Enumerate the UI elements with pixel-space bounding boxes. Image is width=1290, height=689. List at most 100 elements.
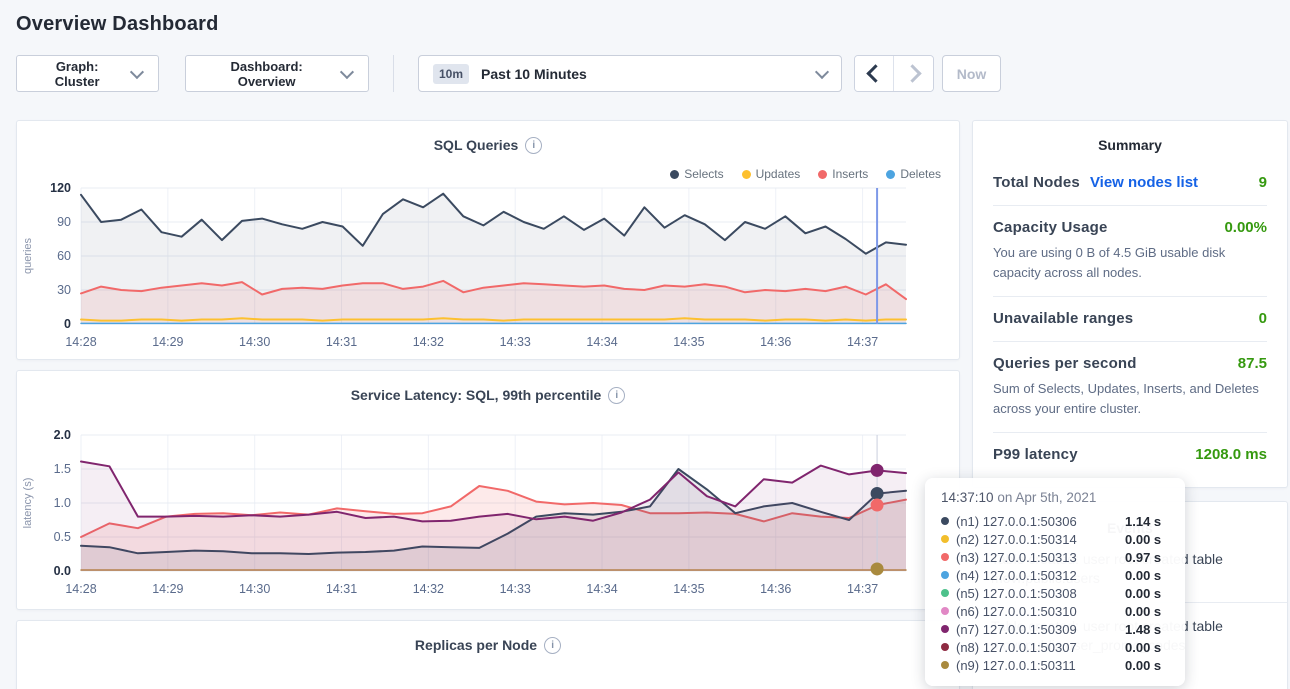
legend-dot-icon xyxy=(670,169,680,179)
tooltip-node-value: 0.00 s xyxy=(1125,567,1162,583)
time-range-dropdown[interactable]: 10m Past 10 Minutes xyxy=(418,55,842,92)
chart-title: SQL Queries xyxy=(433,137,519,153)
node-color-dot-icon xyxy=(941,553,949,561)
chevron-right-icon xyxy=(902,64,922,83)
chart-header: Replicas per Node i xyxy=(17,621,959,655)
tooltip-node-row: (n6) 127.0.0.1:50310 0.00 s xyxy=(941,602,1171,620)
svg-text:14:31: 14:31 xyxy=(326,582,357,596)
tooltip-node-row: (n4) 127.0.0.1:50312 0.00 s xyxy=(941,566,1171,584)
summary-row: Total Nodes View nodes list 9 xyxy=(993,161,1267,206)
svg-text:0: 0 xyxy=(64,317,71,331)
dashboard-body: SQL Queries i Selects Updates Inserts Delet… xyxy=(16,120,1288,689)
tooltip-node-label: (n9) 127.0.0.1:50311 xyxy=(956,657,1076,673)
summary-label: Capacity Usage xyxy=(993,219,1108,236)
tooltip-node-label: (n3) 127.0.0.1:50313 xyxy=(956,549,1077,565)
svg-text:14:35: 14:35 xyxy=(673,335,704,349)
chart-header: SQL Queries i xyxy=(17,121,959,155)
chart-title: Replicas per Node xyxy=(414,637,538,653)
tooltip-rows: (n1) 127.0.0.1:50306 1.14 s (n2) 127.0.0.1… xyxy=(941,512,1171,674)
node-color-dot-icon xyxy=(941,517,949,525)
info-icon[interactable]: i xyxy=(608,386,626,404)
legend-item-inserts[interactable]: Inserts xyxy=(818,167,868,181)
summary-value: 9 xyxy=(1258,174,1267,191)
legend-dot-icon xyxy=(741,169,751,179)
summary-description: You are using 0 B of 4.5 GiB usable disk… xyxy=(993,245,1226,280)
info-icon[interactable]: i xyxy=(525,136,543,154)
summary-label: P99 latency xyxy=(993,446,1078,463)
svg-text:14:37: 14:37 xyxy=(847,582,878,596)
tooltip-date: on Apr 5th, 2021 xyxy=(997,490,1097,505)
svg-text:0.5: 0.5 xyxy=(54,530,71,544)
tooltip-node-label: (n8) 127.0.0.1:50307 xyxy=(956,639,1077,655)
tooltip-node-label: (n1) 127.0.0.1:50306 xyxy=(956,513,1077,529)
chart-hover-tooltip: 14:37:10 on Apr 5th, 2021 (n1) 127.0.0.1… xyxy=(925,478,1185,686)
node-color-dot-icon xyxy=(941,625,949,633)
svg-text:14:33: 14:33 xyxy=(500,335,531,349)
tooltip-node-value: 0.00 s xyxy=(1125,657,1162,673)
tooltip-node-value: 0.00 s xyxy=(1125,585,1162,601)
summary-row: P99 latency 1208.0 ms xyxy=(993,433,1267,477)
summary-value: 87.5 xyxy=(1237,355,1267,372)
time-next-button[interactable] xyxy=(894,56,933,91)
svg-text:0.0: 0.0 xyxy=(54,564,71,578)
toolbar: Graph: Cluster Dashboard: Overview 10m P… xyxy=(16,55,1274,92)
legend-item-deletes[interactable]: Deletes xyxy=(886,167,941,181)
time-range-badge: 10m xyxy=(433,63,470,84)
chevron-down-icon xyxy=(130,64,145,79)
tooltip-node-label: (n5) 127.0.0.1:50308 xyxy=(956,585,1077,601)
legend-label: Selects xyxy=(684,167,724,181)
chart-legend: Selects Updates Inserts Deletes xyxy=(670,167,941,181)
view-nodes-list-link[interactable]: View nodes list xyxy=(1089,174,1199,191)
svg-text:14:36: 14:36 xyxy=(760,582,791,596)
svg-text:1.5: 1.5 xyxy=(54,462,71,476)
tooltip-node-value: 0.97 s xyxy=(1125,549,1162,565)
tooltip-time: 14:37:10 xyxy=(941,490,994,505)
svg-text:14:36: 14:36 xyxy=(760,335,791,349)
graph-dropdown[interactable]: Graph: Cluster xyxy=(16,55,159,92)
svg-text:14:30: 14:30 xyxy=(239,335,270,349)
tooltip-node-label: (n6) 127.0.0.1:50310 xyxy=(956,603,1077,619)
tooltip-node-row: (n7) 127.0.0.1:50309 1.48 s xyxy=(941,620,1171,638)
info-icon[interactable]: i xyxy=(544,636,562,654)
legend-label: Inserts xyxy=(832,167,869,181)
node-color-dot-icon xyxy=(941,589,949,597)
time-prev-button[interactable] xyxy=(855,56,894,91)
tooltip-node-row: (n2) 127.0.0.1:50314 0.00 s xyxy=(941,530,1171,548)
toolbar-divider xyxy=(393,55,394,92)
summary-description: Sum of Selects, Updates, Inserts, and De… xyxy=(993,381,1259,416)
legend-item-updates[interactable]: Updates xyxy=(741,167,801,181)
service-latency-chart[interactable]: 14:28 14:29 14:30 14:31 14:32 14:33 14:34 14:35… xyxy=(17,425,960,605)
node-color-dot-icon xyxy=(941,643,949,651)
legend-dot-icon xyxy=(886,169,896,179)
sql-queries-chart[interactable]: 14:28 14:29 14:30 14:31 14:32 14:33 14:34 14:35… xyxy=(17,178,960,358)
legend-item-selects[interactable]: Selects xyxy=(670,167,724,181)
svg-text:14:28: 14:28 xyxy=(65,335,96,349)
charts-column: SQL Queries i Selects Updates Inserts Delet… xyxy=(16,120,960,689)
chart-header: Service Latency: SQL, 99th percentile i xyxy=(17,371,959,405)
page-title: Overview Dashboard xyxy=(16,13,219,35)
svg-text:14:29: 14:29 xyxy=(152,335,183,349)
node-color-dot-icon xyxy=(941,607,949,615)
dashboard-dropdown-label: Dashboard: Overview xyxy=(230,58,303,89)
tooltip-node-row: (n1) 127.0.0.1:50306 1.14 s xyxy=(941,512,1171,530)
node-color-dot-icon xyxy=(941,535,949,543)
tooltip-node-value: 0.00 s xyxy=(1125,603,1162,619)
now-button[interactable]: Now xyxy=(942,55,1001,92)
legend-label: Deletes xyxy=(900,167,941,181)
summary-value: 0.00% xyxy=(1224,219,1267,236)
summary-rows: Total Nodes View nodes list 9 Capacity Usag… xyxy=(993,161,1267,477)
svg-text:latency (s): latency (s) xyxy=(22,478,34,529)
summary-row: Queries per second 87.5 Sum of Selects, Up… xyxy=(993,342,1267,433)
summary-label: Queries per second xyxy=(993,355,1137,372)
tooltip-node-row: (n3) 127.0.0.1:50313 0.97 s xyxy=(941,548,1171,566)
dashboard-dropdown[interactable]: Dashboard: Overview xyxy=(185,55,369,92)
summary-row: Capacity Usage 0.00% You are using 0 B of … xyxy=(993,206,1267,297)
node-color-dot-icon xyxy=(941,661,949,669)
svg-text:14:32: 14:32 xyxy=(413,582,444,596)
svg-text:14:32: 14:32 xyxy=(413,335,444,349)
tooltip-node-row: (n9) 127.0.0.1:50311 0.00 s xyxy=(941,656,1171,674)
legend-label: Updates xyxy=(755,167,801,181)
time-range-label: Past 10 Minutes xyxy=(481,65,587,82)
legend-dot-icon xyxy=(818,169,828,179)
